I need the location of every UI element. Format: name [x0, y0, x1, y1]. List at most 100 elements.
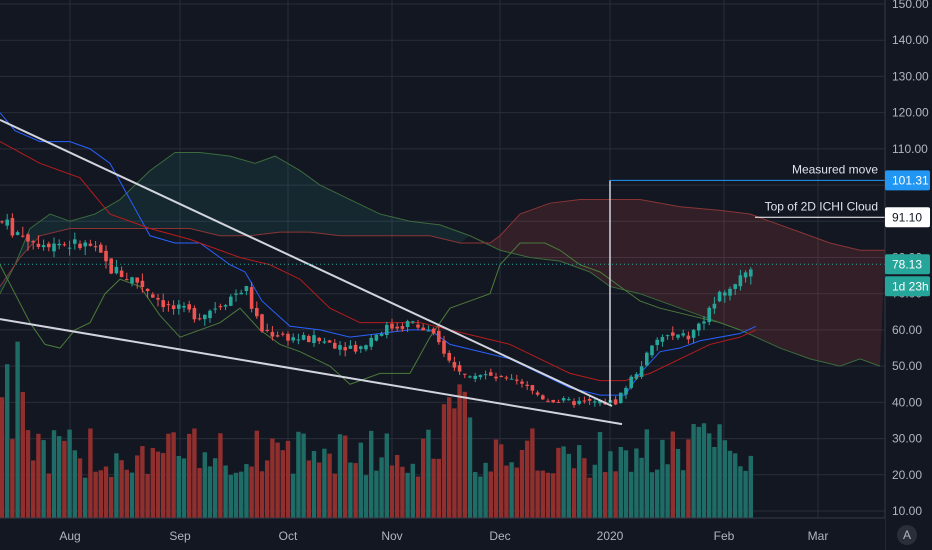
candle-body: [182, 306, 186, 308]
volume-bar: [582, 458, 587, 518]
volume-bars: [0, 341, 753, 518]
volume-bar: [119, 460, 124, 518]
candle-body: [577, 400, 581, 404]
volume-bar: [187, 433, 192, 518]
ichimoku-cloud: [0, 151, 885, 367]
candle-body: [281, 333, 285, 335]
drawing-tools[interactable]: Measured move Top of 2D ICHI Cloud: [0, 118, 885, 426]
candle-body: [437, 330, 441, 343]
volume-bar: [369, 430, 374, 518]
candlesticks: [0, 213, 753, 408]
candle-body: [525, 384, 529, 386]
volume-bar: [712, 446, 717, 518]
measured-move-label: Measured move: [792, 162, 878, 176]
candle-body: [322, 341, 327, 343]
volume-bar: [171, 432, 176, 518]
volume-bar: [389, 465, 395, 518]
candle-body: [255, 307, 259, 317]
cloud-red-fill: [470, 199, 885, 367]
candle-body: [57, 243, 61, 246]
candle-body: [208, 310, 212, 319]
volume-bar: [504, 465, 509, 518]
candle-body: [83, 242, 87, 247]
volume-bar: [530, 428, 535, 518]
candle-body: [530, 385, 535, 391]
candle-body: [301, 335, 306, 340]
volume-bar: [452, 408, 457, 518]
candle-body: [639, 366, 644, 377]
candle-body: [62, 244, 67, 246]
volume-bar: [57, 436, 62, 518]
candle-body: [265, 329, 269, 331]
volume-bar: [634, 448, 639, 518]
candle-body: [629, 376, 633, 388]
volume-bar: [717, 424, 722, 518]
price-tick-label: 60.00: [892, 323, 922, 337]
volume-bar: [514, 467, 519, 518]
volume-bar: [608, 451, 613, 518]
volume-bar: [436, 458, 441, 518]
volume-bar: [25, 430, 31, 518]
volume-bar: [296, 431, 301, 518]
volume-bar: [327, 453, 332, 518]
candle-body: [411, 321, 415, 323]
volume-bar: [265, 460, 270, 518]
candle-body: [296, 339, 301, 341]
volume-bar: [405, 472, 410, 518]
candle-body: [728, 288, 732, 296]
volume-bar: [478, 476, 483, 518]
candle-body: [717, 291, 722, 302]
volume-bar: [0, 397, 5, 518]
volume-bar: [181, 458, 187, 518]
candle-body: [374, 334, 379, 341]
volume-bar: [540, 470, 545, 518]
volume-bar: [400, 466, 405, 518]
candle-body: [671, 332, 675, 336]
candle-body: [286, 333, 290, 341]
candle-body: [697, 323, 701, 331]
candle-body: [660, 337, 665, 342]
grid-lines: [0, 0, 885, 518]
volume-bar: [457, 384, 462, 518]
candle-body: [218, 306, 223, 308]
candle-body: [73, 239, 77, 244]
cloud-top-price-tag-bg: [885, 207, 930, 228]
candle-body: [707, 307, 711, 323]
candle-body: [478, 374, 483, 378]
price-axis-bg: [885, 0, 932, 550]
candle-body: [535, 392, 540, 395]
candle-body: [520, 381, 524, 384]
candle-body: [343, 347, 347, 351]
candle-body: [36, 243, 41, 247]
candle-body: [119, 270, 124, 277]
volume-bar: [337, 434, 343, 518]
candle-body: [307, 335, 311, 343]
volume-bar: [93, 471, 98, 518]
volume-bar: [415, 476, 421, 518]
volume-bar: [556, 447, 561, 518]
chikou-line: [0, 242, 741, 385]
volume-bar: [5, 364, 10, 518]
candle-body: [452, 362, 457, 368]
volume-bar: [301, 433, 306, 518]
candle-body: [52, 243, 56, 252]
countdown-tag-bg: [885, 276, 930, 297]
volume-bar: [36, 433, 41, 518]
candle-body: [369, 337, 373, 347]
candle-body: [463, 373, 467, 375]
time-tick-label: Nov: [381, 529, 402, 543]
span-b-line: [0, 199, 885, 287]
volume-bar: [660, 439, 665, 518]
candle-body: [156, 298, 160, 300]
volume-bar: [363, 475, 369, 518]
last-price-tag: 78.13: [892, 257, 922, 271]
candle-body: [567, 399, 571, 401]
volume-bar: [701, 423, 707, 518]
volume-bar: [135, 455, 140, 518]
volume-bar: [639, 457, 644, 518]
candle-body: [556, 401, 561, 403]
volume-bar: [535, 470, 540, 518]
price-tick-label: 20.00: [892, 468, 922, 482]
price-tick-label: 110.00: [892, 142, 928, 156]
